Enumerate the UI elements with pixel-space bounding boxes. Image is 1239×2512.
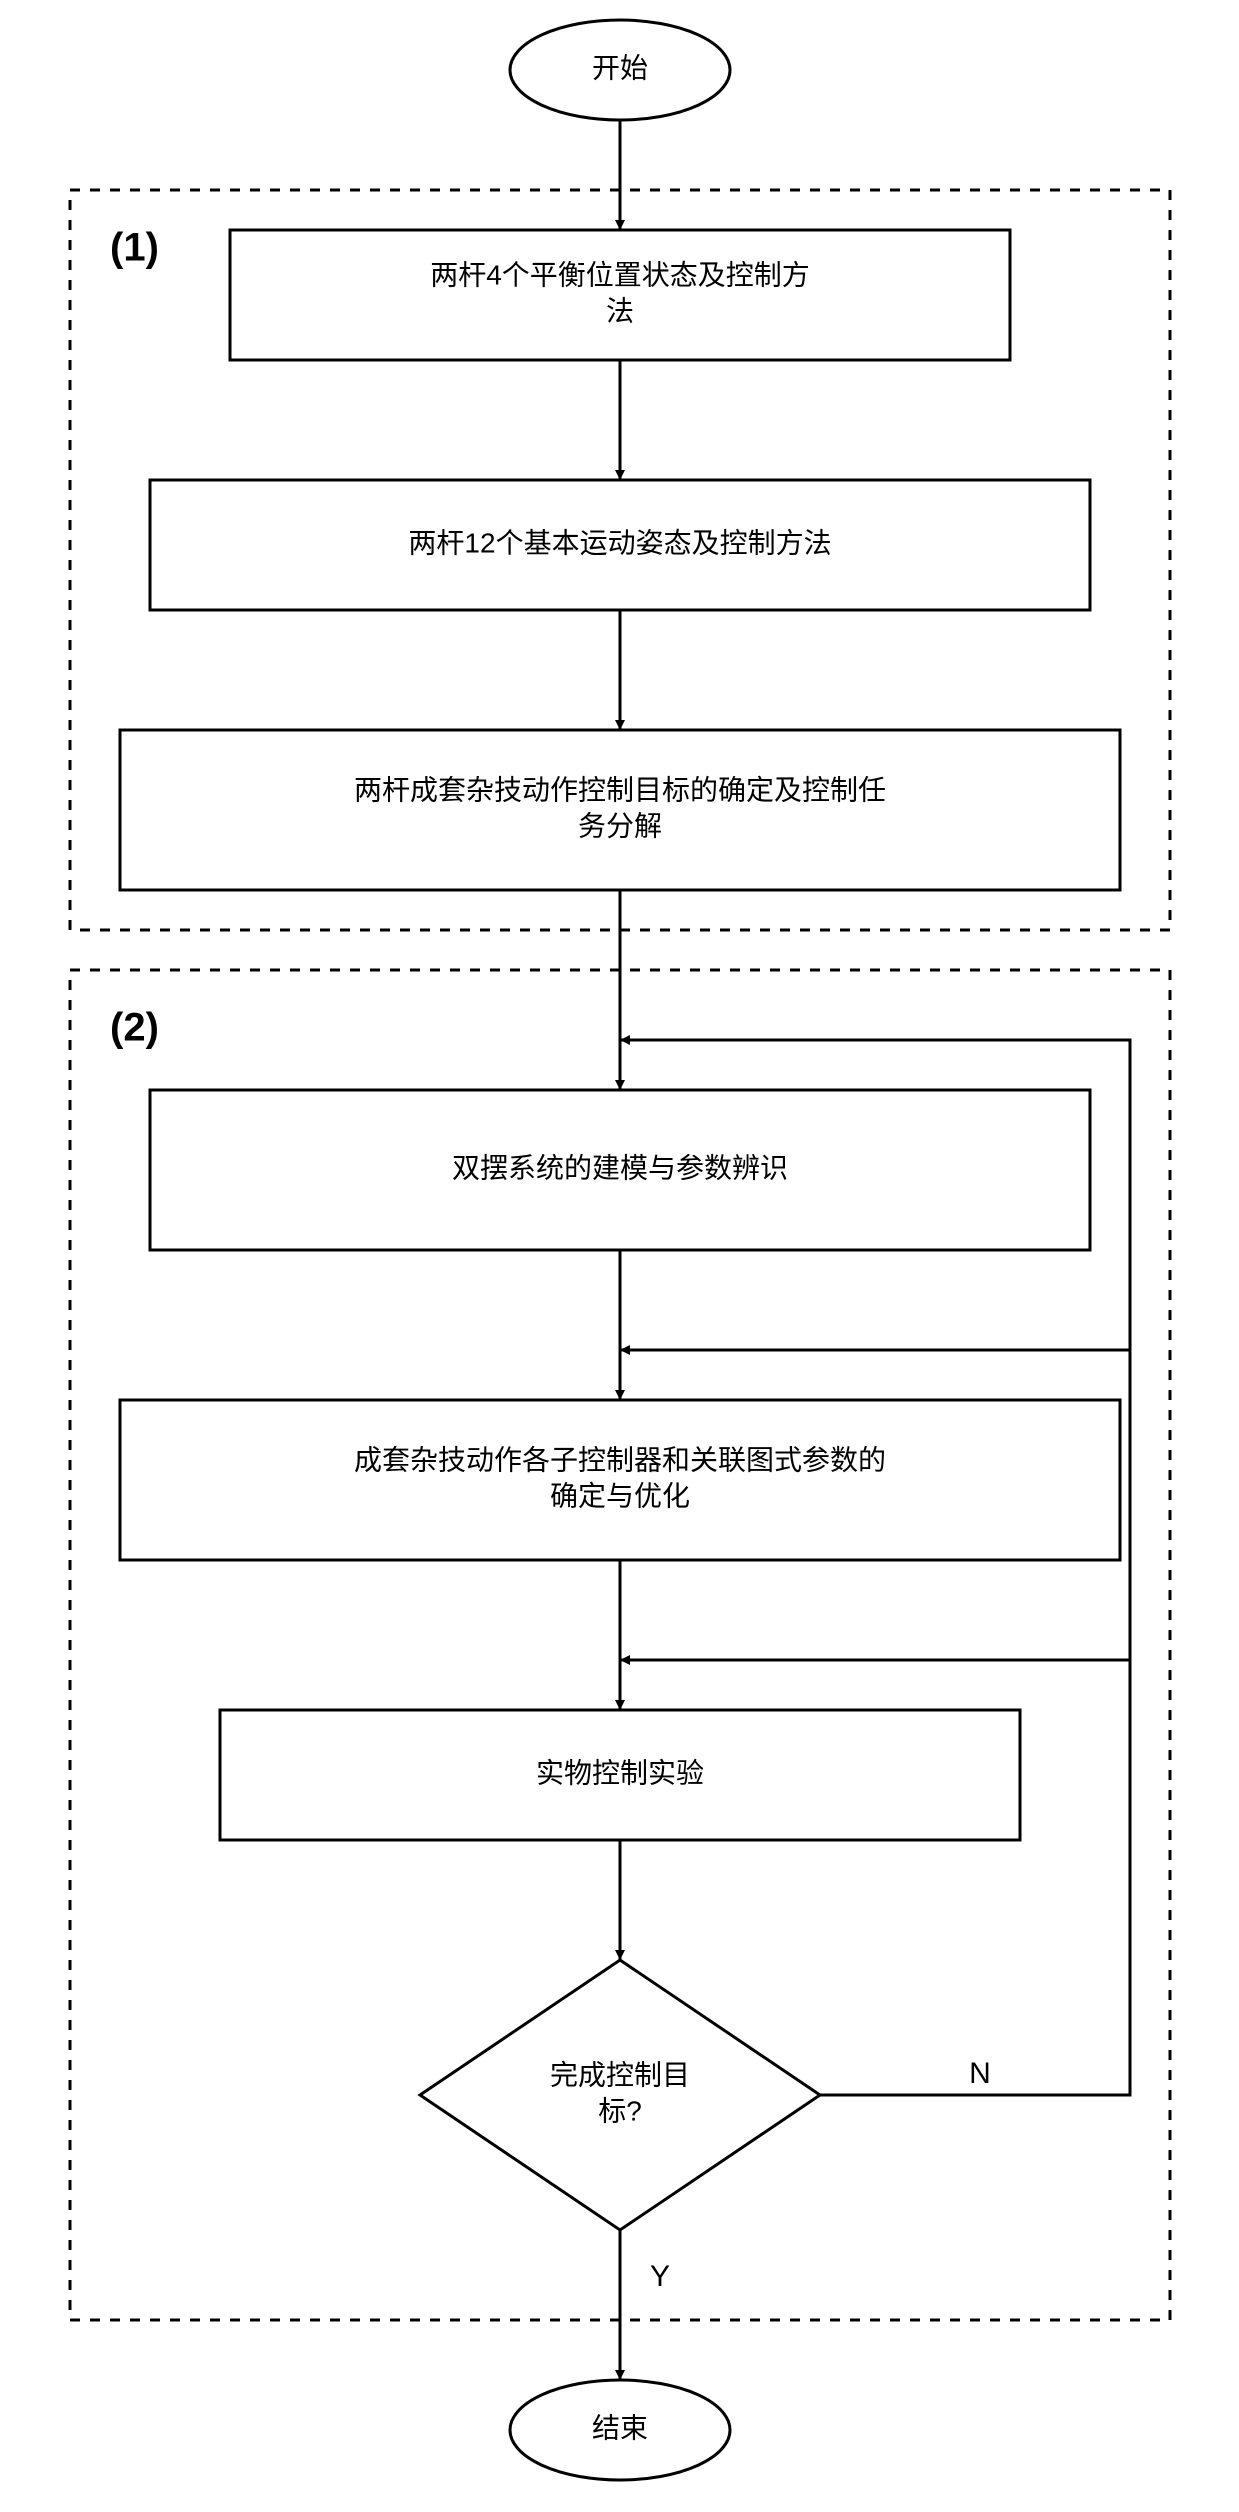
- group-label-g2: (2): [110, 1006, 159, 1050]
- b3-line1: 务分解: [578, 810, 662, 841]
- end-terminal-label: 结束: [592, 2412, 648, 2443]
- b1-line1: 法: [606, 295, 634, 326]
- b1-line0: 两杆4个平衡位置状态及控制方: [430, 259, 810, 290]
- label-N: N: [969, 2057, 991, 2090]
- b4-line0: 双摆系统的建模与参数辨识: [452, 1152, 788, 1183]
- b6-line0: 实物控制实验: [536, 1757, 704, 1788]
- label-Y: Y: [650, 2260, 670, 2293]
- group-label-g1: (1): [110, 226, 159, 270]
- b3-line0: 两杆成套杂技动作控制目标的确定及控制任: [354, 774, 886, 805]
- b5-line0: 成套杂技动作各子控制器和关联图式参数的: [354, 1444, 886, 1475]
- b2-line0: 两杆12个基本运动姿态及控制方法: [408, 527, 831, 558]
- decision-line0: 完成控制目: [550, 2059, 690, 2090]
- start-terminal-label: 开始: [592, 52, 648, 83]
- decision-line1: 标?: [598, 2095, 642, 2126]
- b5-line1: 确定与优化: [550, 1480, 690, 1511]
